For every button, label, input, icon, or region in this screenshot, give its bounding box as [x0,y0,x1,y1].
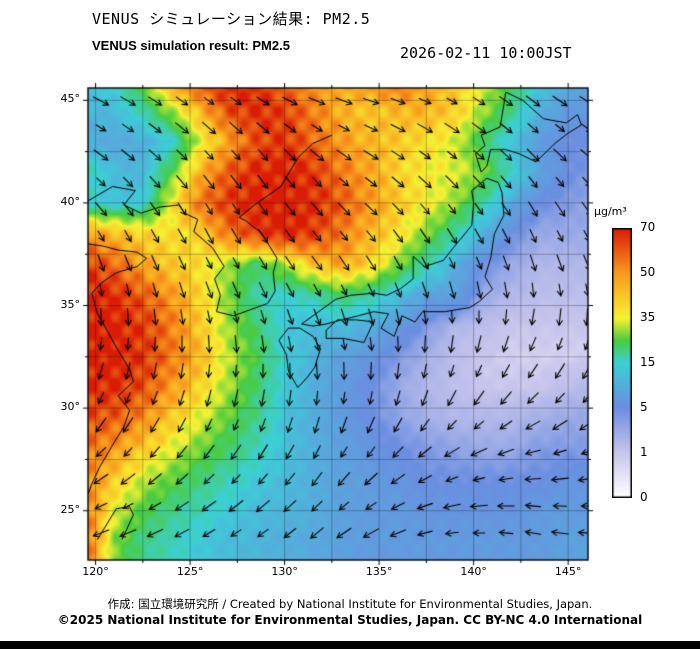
colorbar-tick-label: 50 [640,265,656,279]
colorbar-tick-label: 1 [640,445,648,459]
y-tick-label: 35° [60,297,81,311]
copyright-text: ©2025 National Institute for Environment… [57,613,643,627]
x-tick-label: 130° [271,565,298,578]
colorbar-tick-label: 15 [640,355,656,369]
colorbar-tick-label: 35 [640,310,656,324]
x-tick-label: 125° [176,565,204,578]
x-tick-label: 120° [82,565,109,578]
x-tick-label: 140° [460,565,487,578]
x-tick-label: 135° [365,565,393,578]
colorbar-tick-label: 70 [640,220,656,234]
pm25-map-canvas [0,0,600,585]
colorbar-tick-label: 5 [640,400,648,414]
credit-text: 作成: 国立環境研究所 / Created by National Instit… [107,597,593,611]
x-tick-label: 145° [554,565,582,578]
y-tick-label: 40° [60,194,81,208]
colorbar-unit-label: µg/m³ [594,205,627,218]
y-tick-label: 25° [60,502,81,516]
y-tick-label: 45° [60,92,81,106]
bottom-bar [0,641,700,649]
y-tick-label: 30° [60,400,81,414]
colorbar-tick-label: 0 [640,490,648,504]
colorbar-canvas [612,228,632,498]
